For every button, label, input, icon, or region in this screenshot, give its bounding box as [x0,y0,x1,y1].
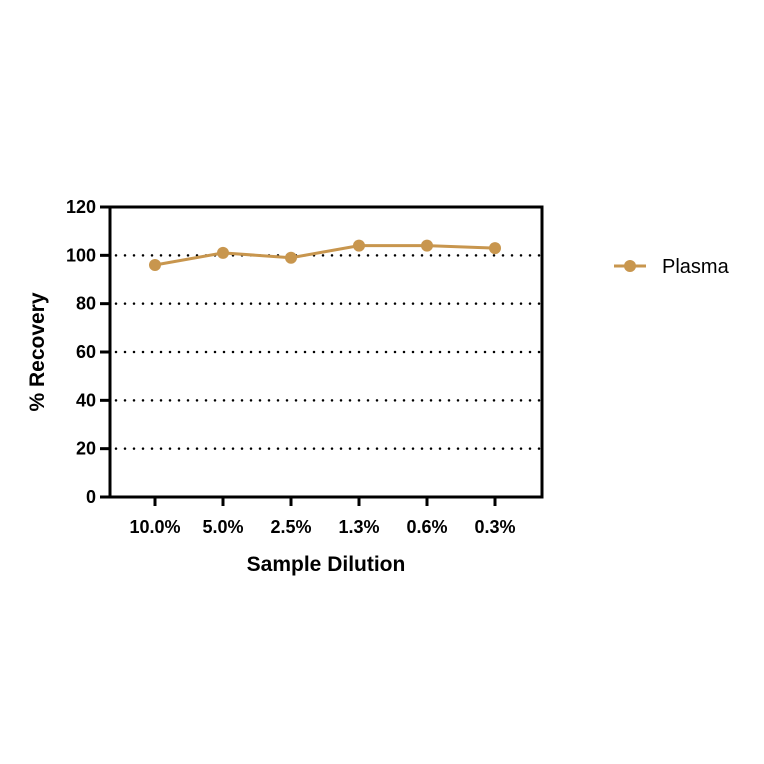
y-tick-label: 40 [76,390,96,410]
y-tick-label: 80 [76,294,96,314]
x-tick-label: 1.3% [338,517,379,537]
y-axis-label: % Recovery [26,292,49,411]
data-point [285,251,297,264]
x-axis: 10.0% 5.0% 2.5% 1.3% 0.6% 0.3% [129,497,516,537]
legend-label: Plasma [662,256,730,278]
data-point [353,239,365,252]
x-tick-label: 0.6% [406,517,447,537]
gridlines [114,254,544,450]
x-tick-label: 2.5% [270,517,311,537]
legend-marker [624,260,636,272]
series-line [154,244,496,267]
y-tick-label: 20 [76,439,96,459]
y-tick-label: 60 [76,342,96,362]
y-tick-label: 0 [86,487,96,507]
legend: Plasma [614,256,730,278]
x-axis-label: Sample Dilution [247,553,406,576]
x-tick-label: 0.3% [474,517,515,537]
data-point [217,246,229,259]
data-point [421,239,433,252]
series-plasma [149,239,501,271]
y-axis: 0 20 40 60 80 100 120 [66,197,110,507]
data-point [149,259,161,271]
y-tick-label: 120 [66,197,96,217]
data-point [489,242,501,255]
x-tick-label: 10.0% [129,517,180,537]
y-tick-label: 100 [66,245,96,265]
x-tick-label: 5.0% [202,517,243,537]
